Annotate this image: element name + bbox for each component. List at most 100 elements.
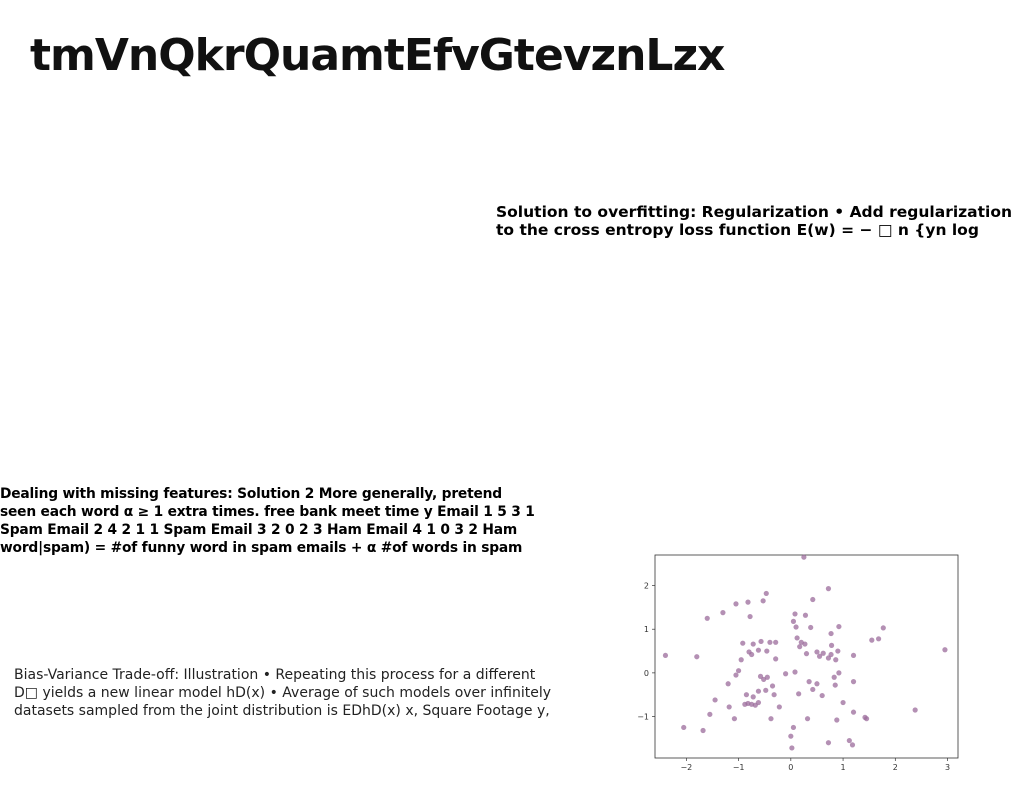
scatter-point <box>820 650 826 656</box>
scatter-point <box>832 682 838 688</box>
scatter-point <box>833 657 839 663</box>
scatter-point <box>880 625 886 631</box>
page-title: tmVnQkrQuamtEfvGtevznLzx <box>30 30 725 81</box>
y-tick-label: 1 <box>644 625 649 634</box>
scatter-point <box>806 679 812 685</box>
scatter-point <box>792 611 798 617</box>
scatter-point <box>810 596 816 603</box>
scatter-point <box>764 648 770 654</box>
scatter-point <box>761 676 767 683</box>
scatter-point <box>834 717 840 723</box>
scatter-point <box>792 669 798 675</box>
scatter-point <box>773 656 779 662</box>
scatter-point <box>825 740 832 746</box>
scatter-point <box>750 694 756 700</box>
x-tick-label: 1 <box>841 763 846 772</box>
scatter-point <box>755 647 762 653</box>
scatter-point <box>767 639 773 645</box>
scatter-point <box>825 586 832 592</box>
scatter-point <box>707 711 713 717</box>
scatter-point <box>733 601 739 607</box>
scatter-point <box>763 590 769 597</box>
x-tick-label: 2 <box>893 763 898 772</box>
scatter-point <box>738 657 744 663</box>
scatter-point <box>942 647 948 653</box>
scatter-point <box>788 733 794 739</box>
scatter-point <box>814 681 820 687</box>
x-tick-label: 0 <box>788 763 793 772</box>
scatter-point <box>755 688 762 694</box>
y-tick-label: 2 <box>644 582 649 591</box>
scatter-point <box>831 674 837 680</box>
scatter-point <box>743 692 750 698</box>
scatter-point <box>790 618 797 624</box>
scatter-point <box>769 683 776 689</box>
scatter-point <box>726 704 732 710</box>
text-line: seen each word α ≥ 1 extra times. free b… <box>0 504 535 520</box>
scatter-point <box>789 745 795 751</box>
bias-variance-text-block: Bias-Variance Trade-off: Illustration • … <box>14 666 551 720</box>
y-tick-label: 0 <box>644 669 649 678</box>
scatter-point <box>836 670 842 676</box>
scatter-point <box>750 641 756 647</box>
scatter-point <box>912 707 918 713</box>
plot-frame <box>654 554 959 759</box>
missing-features-text-block: Dealing with missing features: Solution … <box>0 485 535 557</box>
scatter-point <box>793 624 799 630</box>
text-line: to the cross entropy loss function E(w) … <box>496 221 979 239</box>
scatter-point <box>760 598 766 604</box>
scatter-point <box>758 638 764 645</box>
scatter-point <box>801 554 807 560</box>
scatter-point <box>694 654 700 660</box>
scatter-point <box>752 702 758 708</box>
scatter-point <box>802 612 809 618</box>
scatter-point <box>720 610 726 616</box>
text-line: datasets sampled from the joint distribu… <box>14 703 550 719</box>
scatter-point <box>733 672 739 678</box>
scatter-point <box>712 697 718 703</box>
scatter-point <box>862 714 868 720</box>
x-tick-label: 3 <box>945 763 950 772</box>
scatter-plot: −2 −1 0 1 2 3 −1 0 1 2 <box>637 554 959 772</box>
scatter-point <box>771 692 777 698</box>
scatter-point <box>681 724 687 731</box>
text-line: word|spam) = #of funny word in spam emai… <box>0 540 523 556</box>
scatter-point <box>808 624 814 631</box>
regularization-text-block: Solution to overfitting: Regularization … <box>496 203 1012 239</box>
scatter-point <box>850 652 857 659</box>
scatter-point <box>840 699 846 706</box>
y-tick-label: −1 <box>637 713 649 722</box>
scatter-point <box>850 679 857 685</box>
scatter-point <box>763 687 769 693</box>
x-tick-label: −1 <box>733 763 745 772</box>
scatter-point <box>796 691 802 697</box>
scatter-point <box>828 630 834 637</box>
scatter-point <box>731 716 738 722</box>
scatter-point <box>747 613 753 620</box>
scatter-point <box>803 651 810 657</box>
scatter-point <box>776 704 782 710</box>
scatter-point <box>875 636 882 642</box>
text-line: D□ yields a new linear model hD(x) • Ave… <box>14 685 551 701</box>
scatter-point <box>794 635 800 641</box>
scatter-point <box>810 686 816 693</box>
scatter-point <box>814 649 820 655</box>
text-line: Dealing with missing features: Solution … <box>0 486 502 502</box>
scatter-point <box>790 724 797 731</box>
scatter-point <box>704 615 710 621</box>
text-line: Bias-Variance Trade-off: Illustration • … <box>14 667 536 683</box>
scatter-point <box>662 652 669 659</box>
scatter-point <box>797 644 803 650</box>
scatter-point <box>828 642 835 648</box>
scatter-point <box>725 681 731 687</box>
scatter-point <box>740 640 746 646</box>
text-line: Spam Email 2 4 2 1 1 Spam Email 3 2 0 2 … <box>0 522 518 538</box>
scatter-point <box>749 651 755 658</box>
scatter-point <box>783 671 789 677</box>
scatter-point <box>745 599 751 605</box>
scatter-point <box>836 623 842 630</box>
scatter-point <box>768 716 774 722</box>
scatter-point <box>849 742 856 748</box>
scatter-point <box>869 637 875 643</box>
scatter-point <box>850 709 857 715</box>
